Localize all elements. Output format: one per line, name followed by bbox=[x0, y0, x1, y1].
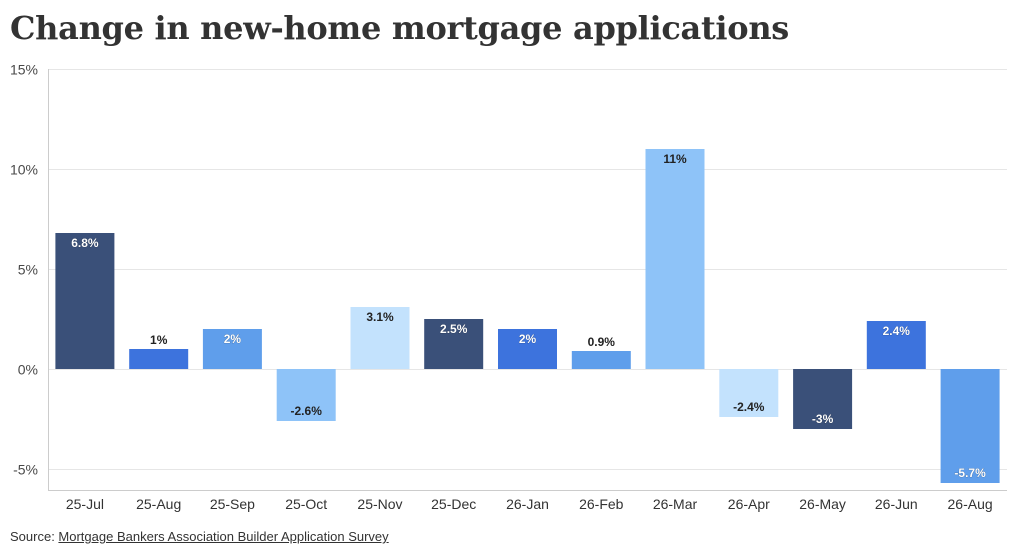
x-tick-label: 25-Jul bbox=[66, 496, 104, 512]
x-tick-label: 26-Jan bbox=[506, 496, 549, 512]
bar-25-Sep[interactable] bbox=[202, 329, 262, 369]
bar-chart: -5% 0% 5% 10% 15% 25-Jul 25-Aug 25-Sep 25-Oct 25-… bbox=[10, 62, 1007, 512]
bar-25-Aug[interactable] bbox=[129, 349, 189, 369]
x-tick-label: 26-Jun bbox=[875, 496, 918, 512]
data-label: 2% bbox=[224, 332, 242, 346]
bar-26-Apr[interactable] bbox=[719, 369, 779, 417]
x-tick-label: 25-Oct bbox=[285, 496, 327, 512]
data-label: 2.4% bbox=[883, 324, 911, 338]
bar-26-Jun[interactable] bbox=[866, 321, 926, 369]
data-label: 11% bbox=[663, 152, 687, 166]
data-labels: 6.8% 1% 2% -2.6% 3.1% 2.5% 2% 0.9% 11% -2.4% -3% 2.… bbox=[71, 152, 986, 480]
data-label: 2.5% bbox=[440, 322, 468, 336]
chart-title: Change in new-home mortgage applications bbox=[10, 9, 790, 47]
bar-25-Dec[interactable] bbox=[424, 319, 484, 369]
x-tick-label: 25-Sep bbox=[210, 496, 255, 512]
data-label: -3% bbox=[812, 412, 834, 426]
x-tick-label: 26-Apr bbox=[728, 496, 770, 512]
y-tick-label: 0% bbox=[18, 362, 38, 378]
x-tick-label: 25-Nov bbox=[357, 496, 402, 512]
bars bbox=[55, 149, 1000, 483]
y-tick-label: 5% bbox=[18, 262, 38, 278]
bar-26-Jan[interactable] bbox=[498, 329, 557, 369]
bar-26-Feb[interactable] bbox=[571, 351, 631, 369]
data-label: 3.1% bbox=[366, 310, 394, 324]
y-tick-label: -5% bbox=[13, 462, 38, 478]
data-label: 1% bbox=[150, 333, 168, 347]
data-label: 0.9% bbox=[588, 335, 616, 349]
source-prefix: Source: bbox=[10, 529, 59, 544]
bar-26-May[interactable] bbox=[793, 369, 853, 429]
data-label: 2% bbox=[519, 332, 537, 346]
y-tick-label: 10% bbox=[10, 162, 38, 178]
x-tick-label: 26-Feb bbox=[579, 496, 624, 512]
bar-26-Mar[interactable] bbox=[645, 149, 705, 369]
source-link[interactable]: Mortgage Bankers Association Builder App… bbox=[58, 529, 389, 544]
data-label: -5.7% bbox=[954, 466, 986, 480]
data-label: -2.6% bbox=[291, 404, 323, 418]
x-tick-label: 25-Aug bbox=[136, 496, 181, 512]
source-note: Source: Mortgage Bankers Association Bui… bbox=[10, 528, 389, 546]
x-tick-label: 25-Dec bbox=[431, 496, 476, 512]
gridlines bbox=[48, 69, 1007, 470]
data-label: 6.8% bbox=[71, 236, 99, 250]
bar-26-Aug[interactable] bbox=[940, 369, 1000, 483]
data-label: -2.4% bbox=[733, 400, 765, 414]
bar-25-Jul[interactable] bbox=[55, 233, 115, 369]
x-tick-label: 26-Aug bbox=[948, 496, 993, 512]
bar-25-Oct[interactable] bbox=[276, 369, 336, 421]
x-tick-label: 26-May bbox=[799, 496, 846, 512]
bar-25-Nov[interactable] bbox=[350, 307, 410, 369]
axes: -5% 0% 5% 10% 15% 25-Jul 25-Aug 25-Sep 25-Oct 25-… bbox=[10, 62, 1007, 512]
x-tick-label: 26-Mar bbox=[653, 496, 698, 512]
y-tick-label: 15% bbox=[10, 62, 38, 78]
